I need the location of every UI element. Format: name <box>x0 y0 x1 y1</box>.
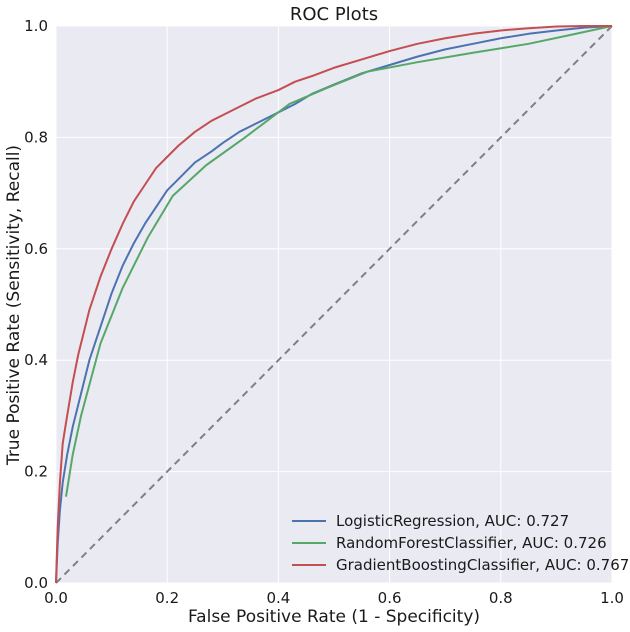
chart-title: ROC Plots <box>290 4 378 25</box>
x-tick-label: 0.0 <box>44 589 68 607</box>
y-tick-label: 1.0 <box>24 17 48 35</box>
x-tick-labels: 0.0 0.2 0.4 0.6 0.8 1.0 <box>44 589 624 607</box>
legend-label-0: LogisticRegression, AUC: 0.727 <box>336 512 569 530</box>
x-tick-label: 0.6 <box>378 589 402 607</box>
y-tick-labels: 0.0 0.2 0.4 0.6 0.8 1.0 <box>24 17 48 592</box>
series-layer <box>55 25 613 584</box>
y-tick-label: 0.8 <box>24 128 48 146</box>
x-tick-label: 0.2 <box>155 589 179 607</box>
x-axis-title: False Positive Rate (1 - Specificity) <box>188 607 480 627</box>
y-tick-label: 0.6 <box>24 240 48 258</box>
grid-lines <box>55 25 613 584</box>
legend: LogisticRegression, AUC: 0.727 RandomFore… <box>292 512 629 574</box>
x-tick-label: 0.4 <box>266 589 290 607</box>
series-line-1 <box>65 25 613 497</box>
plot-background <box>56 26 612 583</box>
y-tick-label: 0.4 <box>24 351 48 369</box>
y-tick-label: 0.2 <box>24 463 48 481</box>
legend-label-2: GradientBoostingClassifier, AUC: 0.767 <box>336 556 629 574</box>
series-line-2 <box>55 25 612 584</box>
x-tick-label: 1.0 <box>600 589 624 607</box>
x-tick-label: 0.8 <box>489 589 513 607</box>
y-tick-label: 0.0 <box>24 574 48 592</box>
series-line-0 <box>55 25 613 584</box>
y-axis-title: True Positive Rate (Sensitivity, Recall) <box>4 145 24 466</box>
legend-label-1: RandomForestClassifier, AUC: 0.726 <box>336 534 607 552</box>
